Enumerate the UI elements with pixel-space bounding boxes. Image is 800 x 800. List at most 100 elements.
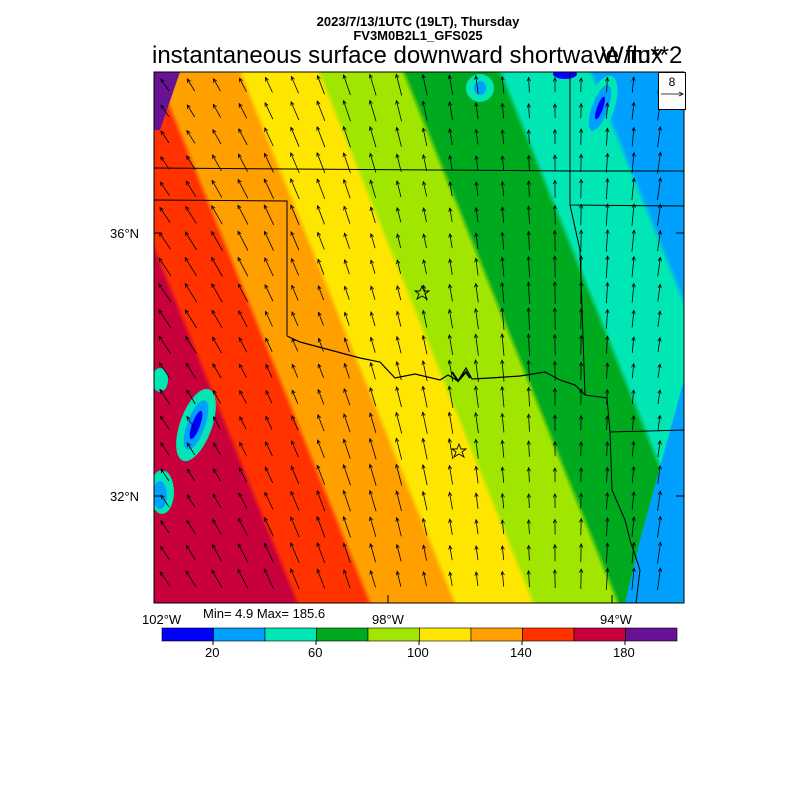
wind-arrow [342, 74, 351, 96]
wind-arrow [186, 155, 196, 171]
wind-arrow [186, 78, 196, 92]
wind-arrow [447, 464, 453, 485]
wind-arrow [552, 387, 558, 406]
wind-arrow [159, 415, 170, 431]
wind-arrow [395, 310, 402, 327]
wind-arrow [395, 437, 403, 460]
wind-arrow [552, 440, 558, 457]
wind-arrow [342, 489, 351, 512]
wind-arrow [448, 181, 453, 197]
wind-arrow [422, 544, 427, 561]
wind-vectors [158, 73, 663, 590]
wind-arrow [290, 542, 300, 564]
wind-arrow [264, 127, 274, 147]
wind-arrow [369, 232, 376, 249]
wind-arrow [369, 259, 376, 274]
wind-arrow [290, 101, 300, 121]
wind-arrow [265, 441, 273, 457]
state-boundaries [153, 72, 685, 604]
wind-arrow [448, 127, 453, 146]
wind-arrow [447, 334, 454, 356]
colorbar-label-60: 60 [308, 645, 323, 660]
wind-arrow [631, 203, 636, 226]
wind-arrow [317, 231, 325, 250]
wind-arrow [605, 466, 610, 483]
wind-arrow [265, 363, 273, 378]
wind-arrow [342, 515, 351, 538]
wind-arrow [657, 125, 662, 148]
wind-arrow [317, 311, 324, 326]
wind-arrow [395, 73, 403, 96]
wind-arrow [211, 256, 223, 277]
wind-arrow [317, 337, 324, 352]
wind-arrow [370, 285, 376, 300]
wind-arrow [605, 516, 610, 537]
wind-arrow [500, 206, 505, 223]
wind-arrow [317, 258, 325, 275]
wind-arrow [605, 177, 610, 200]
wind-arrow [158, 283, 172, 303]
wind-arrow [369, 569, 376, 588]
wind-arrow [631, 567, 636, 590]
wind-arrow [290, 516, 300, 538]
wind-arrow [160, 545, 170, 560]
wind-arrow [264, 466, 274, 483]
wind-arrow [631, 541, 636, 564]
wind-arrow [342, 463, 351, 486]
wind-arrow [421, 385, 428, 408]
wind-arrow [552, 229, 557, 252]
min-max-stats: Min= 4.9 Max= 185.6 [203, 606, 326, 621]
wind-arrow [395, 206, 402, 223]
wind-arrow [369, 311, 376, 327]
wind-arrow [263, 204, 275, 226]
colorbar-box [470, 627, 523, 642]
wind-arrow [343, 232, 350, 249]
wind-arrow [447, 411, 454, 434]
wind-arrow [212, 362, 222, 379]
colorbar-box [367, 627, 420, 642]
wind-arrow [395, 99, 402, 122]
wind-arrow [264, 230, 274, 251]
wind-arrow [579, 128, 584, 145]
wind-arrow [657, 151, 663, 174]
wind-arrow [657, 336, 662, 353]
wind-arrow [474, 307, 479, 330]
wind-arrow [159, 571, 171, 587]
wind-arrow [317, 388, 325, 405]
wind-arrow [631, 490, 636, 511]
wind-arrow [238, 517, 248, 536]
wind-arrow [158, 362, 171, 380]
wind-arrow [578, 77, 584, 93]
wind-arrow [290, 257, 299, 276]
wind-arrow [526, 466, 531, 483]
wind-arrow [395, 126, 402, 147]
wind-arrow [474, 75, 479, 95]
wind-arrow [316, 74, 325, 95]
lat-label-36n: 36°N [110, 226, 140, 241]
wind-arrow [317, 285, 325, 301]
wind-arrow [184, 256, 198, 277]
wind-arrow [395, 335, 402, 354]
wind-arrow [290, 490, 300, 511]
wind-arrow [290, 152, 300, 174]
wind-arrow [631, 362, 636, 379]
wind-arrow [631, 465, 636, 484]
wind-arrow [657, 310, 662, 327]
wind-arrow [421, 490, 428, 511]
wind-arrow [526, 413, 531, 432]
wind-arrow [579, 153, 584, 172]
wind-arrow [448, 207, 453, 222]
wind-arrow [422, 207, 427, 223]
wind-arrow [237, 178, 249, 199]
wind-arrow [290, 230, 300, 251]
wind-arrow [211, 569, 223, 589]
wind-arrow [474, 232, 479, 249]
wind-arrow [473, 333, 479, 356]
wind-arrow [526, 281, 531, 304]
wind-arrow [291, 389, 299, 404]
wind-arrow [631, 440, 636, 457]
wind-arrow [474, 571, 479, 587]
wind-arrow [526, 230, 531, 251]
wind-arrow [579, 568, 584, 589]
wind-arrow [552, 492, 558, 509]
